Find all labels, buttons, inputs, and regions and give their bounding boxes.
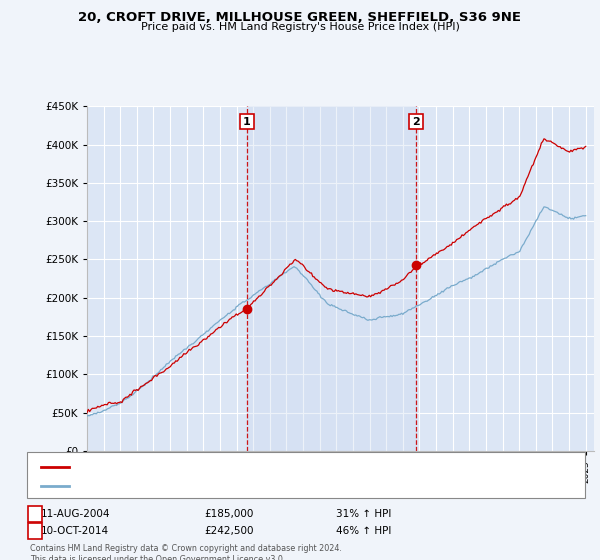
Text: 20, CROFT DRIVE, MILLHOUSE GREEN, SHEFFIELD, S36 9NE: 20, CROFT DRIVE, MILLHOUSE GREEN, SHEFFI…	[79, 11, 521, 24]
Text: 10-OCT-2014: 10-OCT-2014	[40, 526, 109, 536]
Bar	[247, 106, 416, 451]
Text: 11-AUG-2004: 11-AUG-2004	[40, 509, 110, 519]
Text: £242,500: £242,500	[204, 526, 254, 536]
Text: 20, CROFT DRIVE, MILLHOUSE GREEN, SHEFFIELD, S36 9NE (detached house): 20, CROFT DRIVE, MILLHOUSE GREEN, SHEFFI…	[73, 461, 454, 472]
Text: 1: 1	[243, 116, 251, 127]
Text: 31% ↑ HPI: 31% ↑ HPI	[336, 509, 391, 519]
Text: £185,000: £185,000	[204, 509, 253, 519]
Text: 1: 1	[32, 509, 39, 519]
Text: 2: 2	[412, 116, 420, 127]
Text: HPI: Average price, detached house, Barnsley: HPI: Average price, detached house, Barn…	[73, 480, 296, 491]
Text: Price paid vs. HM Land Registry's House Price Index (HPI): Price paid vs. HM Land Registry's House …	[140, 22, 460, 32]
Text: Contains HM Land Registry data © Crown copyright and database right 2024.
This d: Contains HM Land Registry data © Crown c…	[30, 544, 342, 560]
Text: 2: 2	[32, 526, 39, 536]
Text: 46% ↑ HPI: 46% ↑ HPI	[336, 526, 391, 536]
